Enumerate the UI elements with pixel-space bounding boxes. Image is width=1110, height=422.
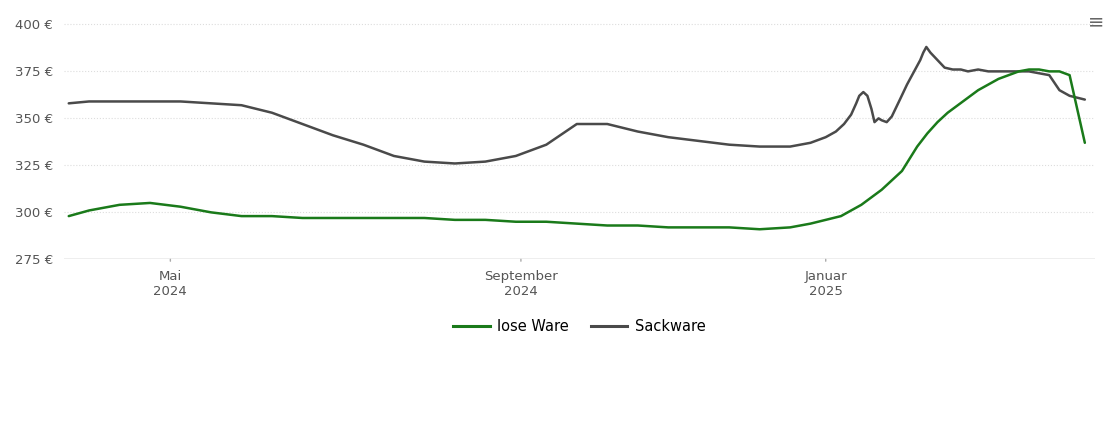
Text: ≡: ≡ bbox=[1088, 13, 1104, 32]
Legend: lose Ware, Sackware: lose Ware, Sackware bbox=[447, 313, 712, 340]
